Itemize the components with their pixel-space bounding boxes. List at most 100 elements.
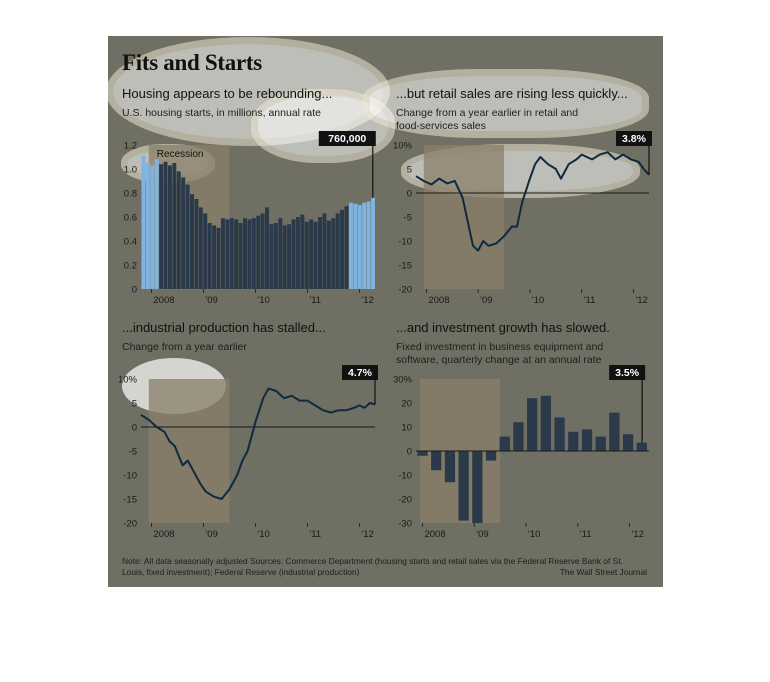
infographic-panel: Fits and Starts Housing appears to be re… <box>108 36 663 587</box>
bar <box>282 225 287 289</box>
bar <box>366 201 371 289</box>
chart-title: Housing appears to be rebounding... <box>122 86 333 101</box>
bar <box>309 219 314 289</box>
x-tick-label: 2008 <box>153 529 174 540</box>
y-tick-label: 5 <box>132 399 137 410</box>
bar <box>636 442 647 451</box>
x-tick-label: '10 <box>257 295 269 306</box>
y-tick-label: -5 <box>129 447 137 458</box>
annotation-label: 3.5% <box>615 367 640 379</box>
annotation-label: 3.8% <box>622 133 647 145</box>
bar <box>172 163 177 289</box>
x-tick-label: '11 <box>309 529 321 540</box>
annotation-box <box>616 131 652 146</box>
y-tick-label: -15 <box>123 495 137 506</box>
bar <box>260 213 265 289</box>
bar <box>207 223 212 289</box>
bar <box>163 161 168 289</box>
bar <box>238 223 243 289</box>
bar <box>595 436 606 451</box>
bar <box>609 412 620 451</box>
chart-title: ...industrial production has stalled... <box>122 320 326 335</box>
bar <box>145 163 150 289</box>
bar <box>247 219 252 289</box>
bar <box>431 451 442 471</box>
y-tick-label: 0 <box>407 447 412 458</box>
y-tick-label: -10 <box>398 237 412 248</box>
bar <box>318 217 323 289</box>
bar <box>622 434 634 451</box>
x-tick-label: '10 <box>528 529 540 540</box>
y-tick-label: 1.2 <box>124 141 137 152</box>
bar <box>499 436 510 451</box>
source-credit: The Wall Street Journal <box>559 567 647 577</box>
y-tick-label: -20 <box>398 285 412 296</box>
y-tick-label: 10% <box>393 141 413 152</box>
fixed-investment-chart: -30 -20 -10 0 10 20 30% 2008 '09 '10 '11 '12 3.5% <box>393 365 649 540</box>
y-tick-label: 0 <box>132 423 137 434</box>
bar <box>278 218 283 289</box>
bar <box>295 217 300 289</box>
bar <box>371 197 375 289</box>
x-tick-label: 2008 <box>428 295 449 306</box>
bar <box>273 223 278 289</box>
retail-sales-chart: -20 -15 -10 -5 0 5 10% 2008 '09 '10 '11 '12 3.8% <box>393 131 652 306</box>
chart-subtitle: U.S. housing starts, in millions, annual… <box>122 107 322 119</box>
industrial-production-chart: -20 -15 -10 -5 0 5 10% 2008 '09 '10 '11 '12 4.7% <box>118 365 378 540</box>
x-tick-label: '12 <box>635 295 647 306</box>
x-tick-label: '09 <box>205 529 217 540</box>
bar <box>326 220 331 289</box>
x-tick-label: 2008 <box>153 295 174 306</box>
y-tick-label: 10% <box>118 375 138 386</box>
x-tick-label: '10 <box>532 295 544 306</box>
chart-subtitle: Change from a year earlier in retail and… <box>396 107 579 132</box>
bar <box>540 395 552 451</box>
highlight-blob <box>370 76 642 131</box>
bar <box>141 155 146 289</box>
y-tick-label: 10 <box>401 423 412 434</box>
bar <box>212 225 217 289</box>
y-tick-label: -10 <box>398 471 412 482</box>
annotation-box <box>318 131 376 146</box>
bar <box>513 422 524 451</box>
recession-label: Recession <box>157 149 204 160</box>
bar <box>313 221 318 289</box>
bar <box>225 219 230 289</box>
bar <box>472 451 483 523</box>
source-note: Note: All data seasonally adjusted Sourc… <box>122 556 623 577</box>
bar <box>444 451 456 483</box>
x-tick-label: '10 <box>257 529 269 540</box>
chart-title: ...and investment growth has slowed. <box>396 320 610 335</box>
recession-shading <box>148 379 230 523</box>
housing-starts-chart: 0 0.2 0.4 0.6 0.8 1.0 1.2 2008 '09 '10 '11 '12 760,0… <box>124 131 376 306</box>
bar <box>417 451 428 456</box>
bar <box>340 209 345 289</box>
bar <box>485 451 497 461</box>
y-tick-label: 1.0 <box>124 165 137 176</box>
bar <box>265 207 270 289</box>
x-tick-label: '09 <box>476 529 488 540</box>
page-title: Fits and Starts <box>122 50 262 75</box>
bar <box>150 165 155 289</box>
bar <box>256 215 261 289</box>
x-tick-label: '09 <box>205 295 217 306</box>
bar <box>159 164 164 289</box>
bar <box>304 221 309 289</box>
x-tick-label: '12 <box>632 529 644 540</box>
bar <box>185 184 190 289</box>
bar <box>300 214 305 289</box>
annotation-box <box>342 365 378 380</box>
x-tick-label: '12 <box>361 529 373 540</box>
bar <box>229 218 234 289</box>
y-tick-label: 5 <box>407 165 412 176</box>
y-tick-label: -5 <box>404 213 412 224</box>
bar <box>198 207 203 289</box>
bar <box>190 194 194 289</box>
bar <box>234 219 239 289</box>
bar <box>357 205 362 289</box>
bar <box>269 224 274 289</box>
recession-shading <box>423 145 505 289</box>
y-tick-label: -30 <box>398 519 412 530</box>
bar <box>242 218 247 289</box>
x-tick-label: '11 <box>580 529 592 540</box>
